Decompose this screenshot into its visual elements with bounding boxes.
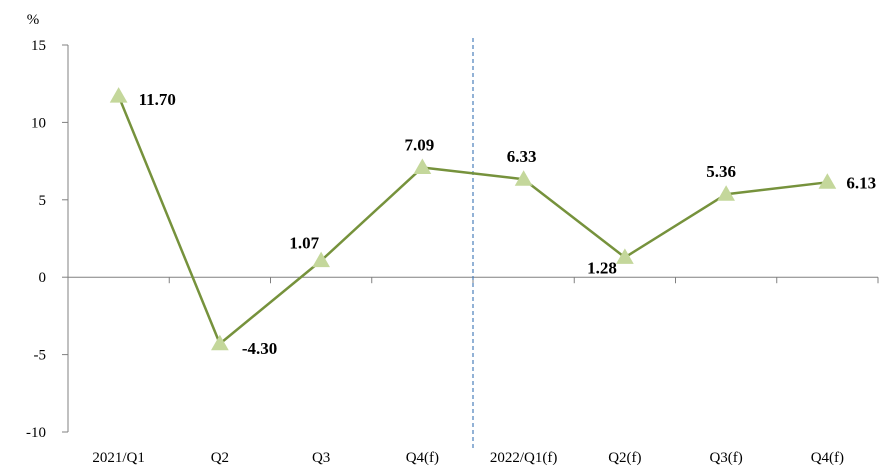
data-point-marker — [211, 334, 229, 351]
y-tick-label: 10 — [31, 115, 46, 131]
data-label: 1.07 — [289, 234, 319, 253]
data-point-marker — [413, 158, 432, 174]
data-label: -4.30 — [242, 339, 277, 358]
y-unit-label: % — [27, 12, 40, 28]
x-tick-label: Q4(f) — [811, 450, 844, 466]
y-tick-label: 15 — [31, 38, 46, 54]
data-label: 5.36 — [706, 162, 736, 181]
x-tick-label: Q3(f) — [709, 450, 742, 466]
x-tick-label: Q2(f) — [608, 450, 641, 466]
data-label: 11.70 — [139, 90, 176, 109]
y-tick-label: 0 — [39, 270, 47, 286]
y-tick-label: 5 — [39, 193, 47, 209]
data-label: 1.28 — [587, 258, 617, 277]
x-tick-label: 2022/Q1(f) — [490, 450, 558, 466]
data-label: 6.13 — [846, 173, 876, 192]
data-point-marker — [616, 248, 634, 264]
series-line — [117, 95, 828, 346]
data-point-marker — [109, 87, 128, 103]
x-tick-label: Q4(f) — [406, 450, 439, 466]
data-point-marker — [717, 185, 735, 201]
y-tick-label: -5 — [34, 348, 47, 364]
data-point-marker — [818, 173, 837, 189]
x-tick-label: 2021/Q1 — [92, 450, 145, 466]
data-point-marker — [312, 251, 330, 268]
x-tick-label: Q3 — [312, 450, 330, 466]
data-point-marker — [514, 170, 533, 186]
y-tick-label: -10 — [26, 425, 46, 441]
x-tick-label: Q2 — [211, 450, 229, 466]
data-label: 6.33 — [507, 147, 537, 166]
data-label: 7.09 — [405, 135, 435, 154]
